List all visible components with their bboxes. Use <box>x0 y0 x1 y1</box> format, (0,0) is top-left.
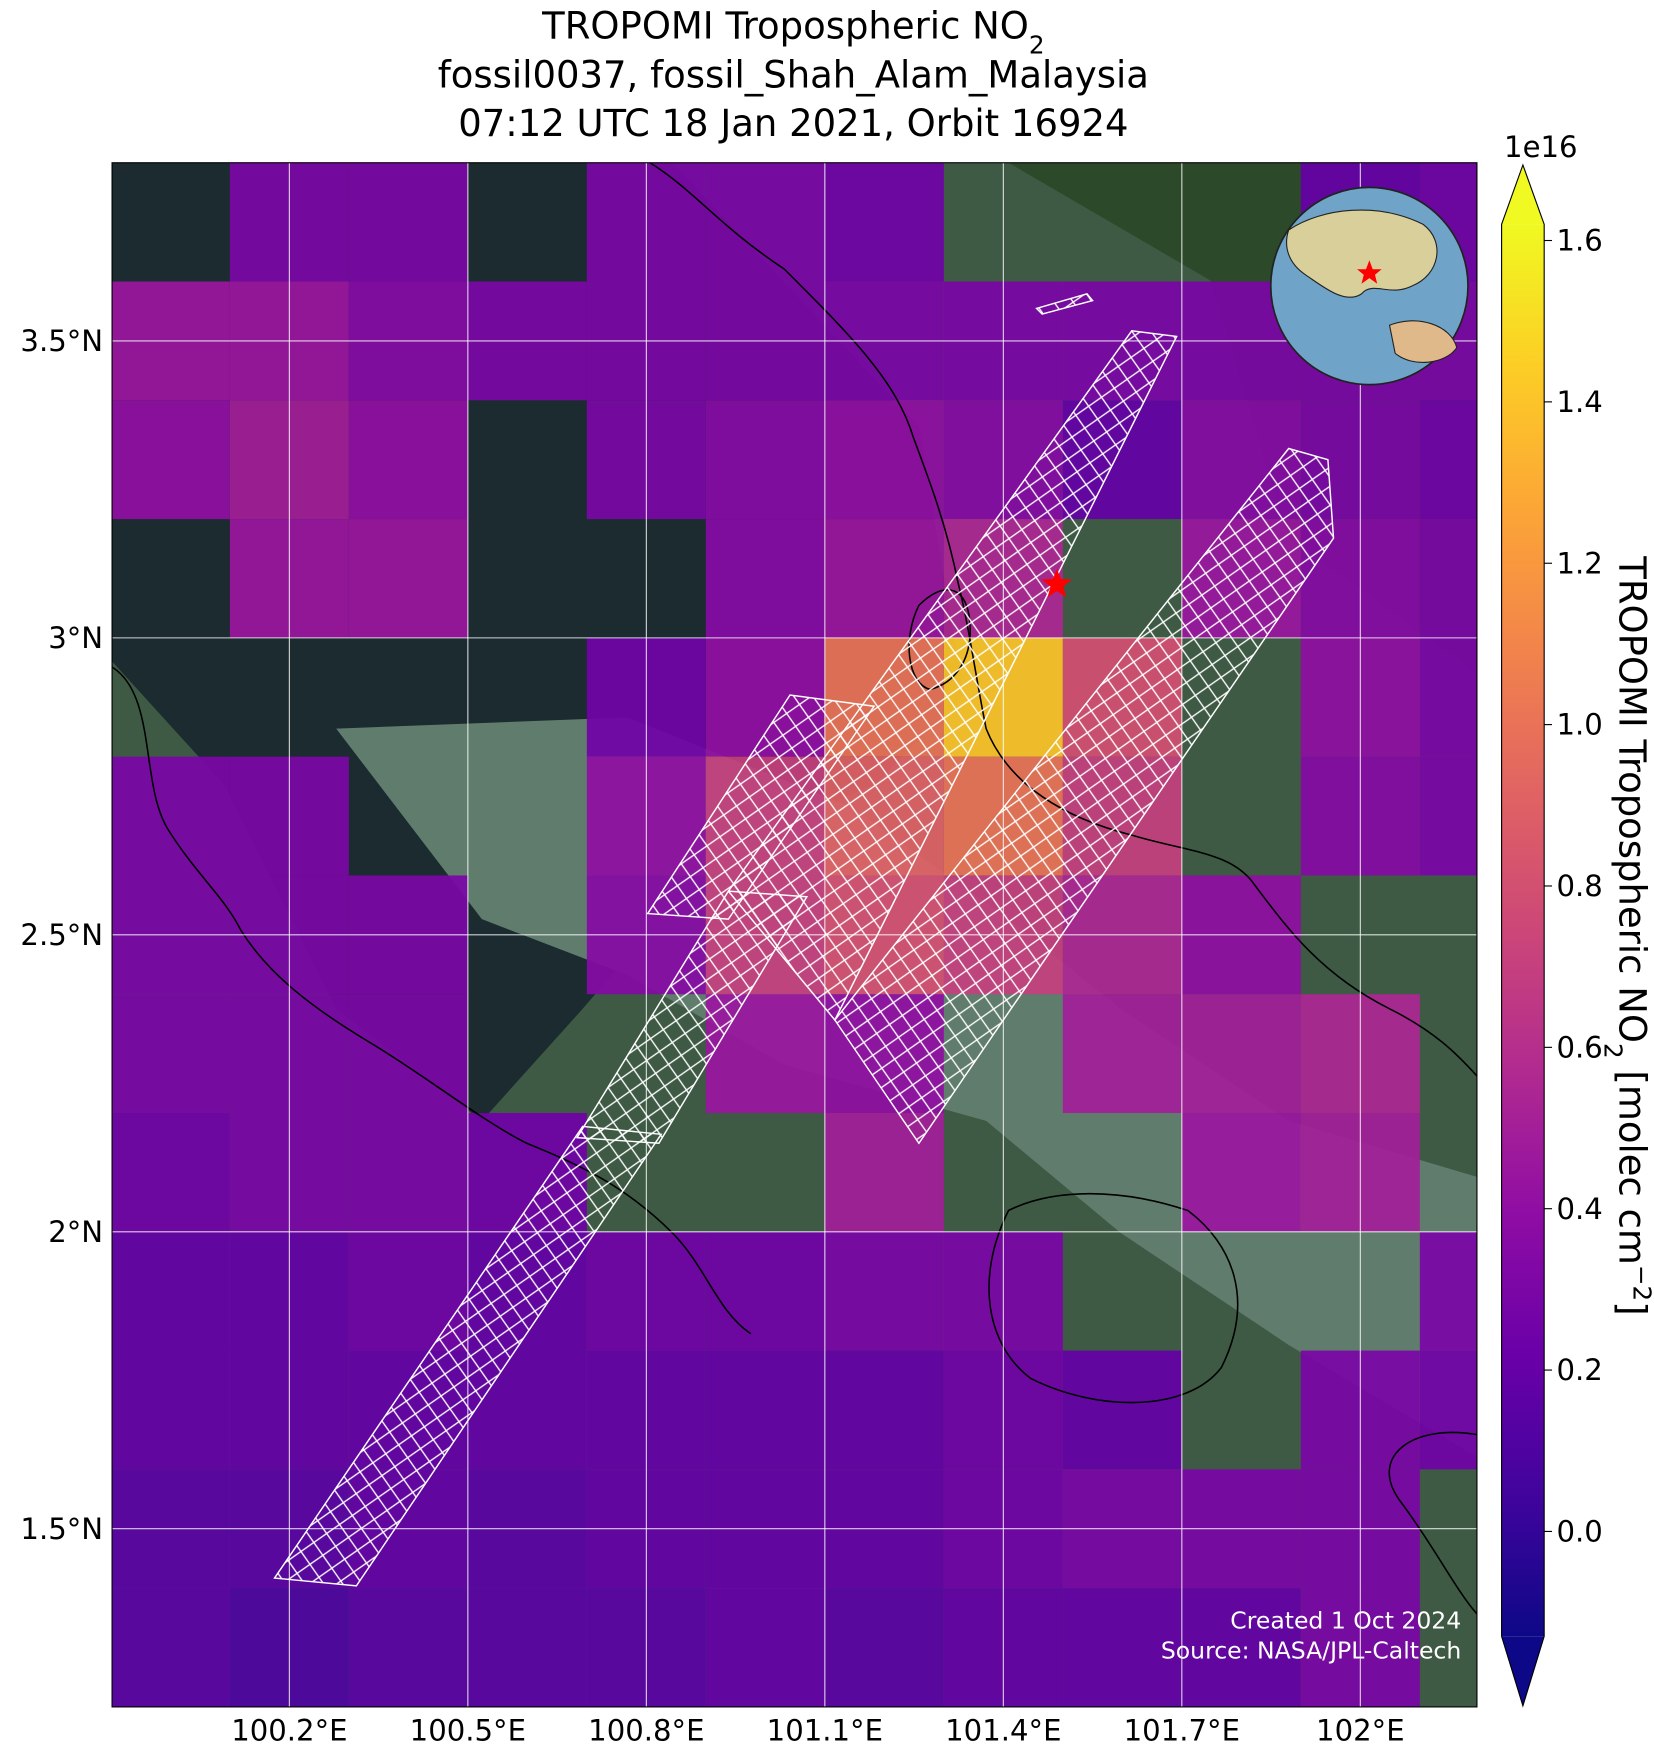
colorbar-tick-label: 0.2 <box>1557 1353 1603 1387</box>
footprint-swath <box>727 330 1178 1022</box>
subtitle: fossil0037, fossil_Shah_Alam_Malaysia <box>438 54 1149 97</box>
no2-cell <box>705 1350 825 1470</box>
no2-cell <box>112 1588 230 1707</box>
y-tick-label: 2°N <box>48 1215 103 1249</box>
x-tick-label: 101.1°E <box>767 1714 883 1748</box>
no2-cell <box>112 1350 230 1470</box>
no2-cell <box>1181 1588 1301 1707</box>
x-tick-label: 101.7°E <box>1124 1714 1240 1748</box>
map-frame <box>111 162 1478 1708</box>
title: TROPOMI Tropospheric NO2 <box>541 4 1044 58</box>
title-text: TROPOMI Tropospheric NO <box>541 4 1029 47</box>
no2-cell <box>1419 400 1477 520</box>
colorbar-label-superscript: −2 <box>1628 1265 1654 1301</box>
no2-cell <box>824 1588 944 1707</box>
colorbar-body <box>1501 224 1545 1637</box>
colorbar: 1e16 0.0 0.2 0.4 0.6 0.8 1.0 1.2 1.4 1.6 <box>1501 130 1603 1708</box>
no2-cell <box>112 756 230 876</box>
no2-cell <box>824 162 944 282</box>
globe-site-star <box>1357 260 1382 284</box>
no2-cell <box>1419 756 1477 876</box>
colorbar-label-text: TROPOMI Tropospheric NO <box>1610 555 1653 1043</box>
subtitle: 07:12 UTC 18 Jan 2021, Orbit 16924 <box>458 102 1128 145</box>
globe-land <box>1286 209 1438 298</box>
no2-cell <box>1181 994 1301 1114</box>
no2-cell <box>705 1231 825 1351</box>
no2-cell <box>348 162 468 282</box>
colorbar-scale: 1e16 <box>1504 130 1578 164</box>
no2-cell <box>112 1113 230 1232</box>
no2-cell <box>705 162 825 282</box>
colorbar-tick-label: 0.4 <box>1557 1192 1603 1226</box>
no2-cell <box>705 519 825 638</box>
colorbar-label: TROPOMI Tropospheric NO2 [molec cm−2] <box>1599 555 1654 1315</box>
globe-land <box>1388 320 1458 363</box>
colorbar-label-close: ] <box>1610 1301 1653 1315</box>
footprint-swath <box>1035 293 1094 315</box>
no2-cell <box>348 519 468 638</box>
no2-cell <box>824 519 944 638</box>
x-tick-label: 101.4°E <box>945 1714 1061 1748</box>
footprints <box>273 293 1335 1587</box>
colorbar-tick-label: 0.8 <box>1557 869 1603 903</box>
y-tick-label: 3°N <box>48 621 103 655</box>
colorbar-under <box>1501 1636 1545 1706</box>
annotation: Source: NASA/JPL-Caltech <box>1161 1637 1461 1665</box>
no2-cell <box>1062 994 1182 1114</box>
x-tick-label: 102°E <box>1316 1714 1405 1748</box>
colorbar-label-subscript: 2 <box>1599 1043 1628 1059</box>
y-tick-label: 3.5°N <box>20 324 103 358</box>
no2-cell <box>348 400 468 520</box>
globe-inset <box>1269 186 1469 386</box>
no2-cell <box>1181 1113 1301 1232</box>
no2-cell <box>705 1588 825 1707</box>
colorbar-tick-label: 1.6 <box>1557 224 1603 258</box>
no2-cell <box>1062 1350 1182 1470</box>
colorbar-tick-label: 0.0 <box>1557 1515 1603 1549</box>
y-tick-label: 2.5°N <box>20 918 103 952</box>
colorbar-tick-label: 1.2 <box>1557 546 1603 580</box>
no2-cell <box>467 1588 587 1707</box>
no2-cell <box>1419 1231 1477 1351</box>
no2-cell <box>1062 1588 1182 1707</box>
no2-cell <box>348 1113 468 1232</box>
x-tick-label: 100.8°E <box>588 1714 704 1748</box>
title-subscript: 2 <box>1029 30 1045 59</box>
annotation: Created 1 Oct 2024 <box>1230 1606 1461 1634</box>
colorbar-label-unit: [molec cm <box>1610 1059 1653 1265</box>
no2-cell <box>1419 1350 1477 1470</box>
y-tick-label: 1.5°N <box>20 1512 103 1546</box>
colorbar-tick-label: 1.4 <box>1557 385 1603 419</box>
no2-cell <box>348 1588 468 1707</box>
footprint-swath <box>833 447 1335 1145</box>
colorbar-tick-label: 0.6 <box>1557 1030 1603 1064</box>
x-tick-label: 100.2°E <box>231 1714 347 1748</box>
no2-cell <box>1419 519 1477 638</box>
no2-cell <box>112 1231 230 1351</box>
colorbar-outline <box>1501 163 1545 1708</box>
map: Created 1 Oct 2024 Source: NASA/JPL-Calt… <box>112 162 1477 1707</box>
no2-cell <box>1419 637 1477 757</box>
colorbar-over <box>1501 164 1545 225</box>
colorbar-tick-label: 1.0 <box>1557 708 1603 742</box>
no2-cell <box>824 1231 944 1351</box>
no2-cell <box>824 1350 944 1470</box>
no2-cell <box>112 400 230 520</box>
no2-cell <box>112 994 230 1114</box>
site-marker <box>1041 568 1072 598</box>
no2-cell <box>824 400 944 520</box>
graticule <box>112 162 1477 1707</box>
no2-cell <box>705 400 825 520</box>
x-tick-label: 100.5°E <box>410 1714 526 1748</box>
